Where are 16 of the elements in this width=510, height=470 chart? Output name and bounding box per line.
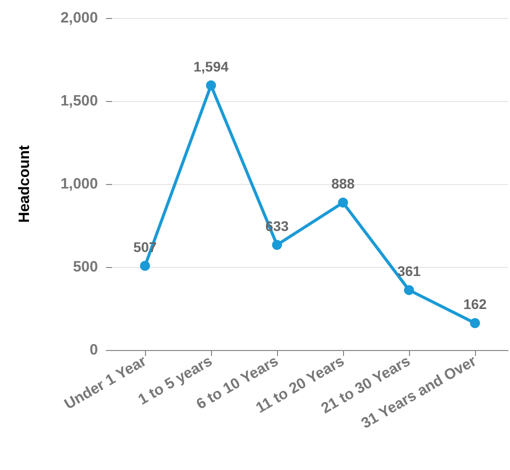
data-label: 162 [463, 296, 487, 312]
point [470, 318, 480, 328]
y-tick-label: 2,000 [60, 10, 98, 26]
data-label: 361 [397, 263, 421, 280]
point [338, 198, 348, 208]
data-label: 888 [331, 176, 355, 192]
point [404, 285, 414, 296]
point [206, 80, 216, 90]
y-tick-label: 500 [72, 258, 98, 276]
point [140, 260, 150, 271]
point [272, 240, 282, 250]
y-axis-title: Headcount [16, 145, 33, 223]
y-tick-label: 1,000 [60, 176, 98, 192]
y-tick-label: 0 [90, 342, 98, 358]
data-label: 1,594 [193, 58, 229, 74]
y-tick-label: 1,500 [60, 92, 98, 110]
